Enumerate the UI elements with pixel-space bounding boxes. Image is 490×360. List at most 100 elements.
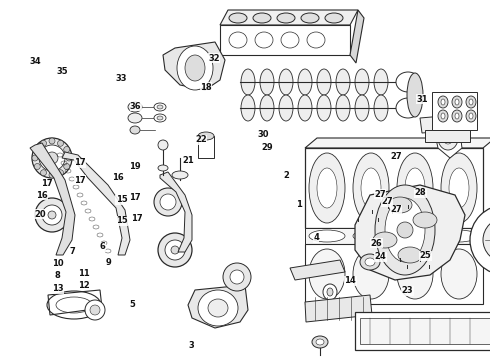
- Ellipse shape: [470, 205, 490, 275]
- Ellipse shape: [154, 103, 166, 111]
- Ellipse shape: [90, 305, 100, 315]
- Ellipse shape: [229, 32, 247, 48]
- Ellipse shape: [309, 249, 345, 299]
- Bar: [305, 244, 483, 304]
- Text: 11: 11: [78, 269, 90, 278]
- Ellipse shape: [397, 153, 433, 223]
- Ellipse shape: [396, 72, 420, 92]
- Text: 27: 27: [390, 205, 402, 214]
- Bar: [355, 312, 490, 350]
- Ellipse shape: [34, 147, 40, 153]
- Text: 31: 31: [416, 95, 428, 104]
- Text: 22: 22: [195, 135, 207, 144]
- Polygon shape: [420, 115, 458, 133]
- Ellipse shape: [66, 155, 72, 161]
- Ellipse shape: [64, 163, 70, 170]
- Ellipse shape: [41, 170, 47, 176]
- Text: 16: 16: [112, 173, 123, 182]
- Bar: [360, 318, 490, 344]
- Ellipse shape: [35, 198, 69, 232]
- Ellipse shape: [32, 138, 72, 178]
- Ellipse shape: [336, 69, 350, 95]
- Ellipse shape: [398, 247, 422, 263]
- Ellipse shape: [241, 95, 255, 121]
- Ellipse shape: [405, 168, 425, 208]
- Text: 27: 27: [381, 197, 393, 206]
- Text: 36: 36: [130, 102, 142, 111]
- Text: 26: 26: [370, 239, 382, 248]
- Text: 19: 19: [129, 162, 141, 171]
- Text: 24: 24: [374, 252, 386, 261]
- Ellipse shape: [39, 145, 65, 171]
- Ellipse shape: [466, 110, 476, 122]
- Ellipse shape: [32, 155, 38, 161]
- Polygon shape: [355, 185, 465, 280]
- Text: 17: 17: [41, 179, 52, 188]
- Ellipse shape: [317, 69, 331, 95]
- Polygon shape: [220, 25, 350, 55]
- Ellipse shape: [158, 165, 168, 171]
- Ellipse shape: [336, 95, 350, 121]
- Ellipse shape: [260, 95, 274, 121]
- Ellipse shape: [301, 13, 319, 23]
- Ellipse shape: [441, 113, 445, 119]
- Ellipse shape: [325, 13, 343, 23]
- Ellipse shape: [396, 98, 420, 118]
- Ellipse shape: [327, 288, 333, 296]
- Ellipse shape: [279, 69, 293, 95]
- Ellipse shape: [223, 263, 251, 291]
- Text: 1: 1: [296, 200, 302, 209]
- Ellipse shape: [361, 168, 381, 208]
- Ellipse shape: [441, 99, 445, 105]
- Bar: [198, 136, 214, 158]
- Ellipse shape: [165, 240, 185, 260]
- Ellipse shape: [441, 230, 477, 242]
- Text: 15: 15: [116, 216, 127, 225]
- Text: 2: 2: [284, 171, 290, 180]
- Ellipse shape: [64, 147, 70, 153]
- Ellipse shape: [253, 13, 271, 23]
- Ellipse shape: [353, 249, 389, 299]
- Text: 12: 12: [78, 281, 90, 290]
- Ellipse shape: [452, 96, 462, 108]
- Ellipse shape: [49, 172, 55, 178]
- Polygon shape: [220, 10, 358, 25]
- Ellipse shape: [298, 69, 312, 95]
- Ellipse shape: [483, 218, 490, 262]
- Text: 13: 13: [52, 284, 64, 293]
- Text: 34: 34: [29, 58, 41, 67]
- Polygon shape: [30, 143, 75, 255]
- Ellipse shape: [85, 300, 105, 320]
- Ellipse shape: [441, 153, 477, 223]
- Ellipse shape: [298, 95, 312, 121]
- Text: 7: 7: [70, 248, 75, 256]
- Ellipse shape: [158, 233, 192, 267]
- Text: 27: 27: [374, 190, 386, 199]
- Ellipse shape: [360, 254, 380, 270]
- Ellipse shape: [375, 185, 435, 275]
- Ellipse shape: [255, 32, 273, 48]
- Ellipse shape: [438, 110, 448, 122]
- Ellipse shape: [397, 249, 433, 299]
- Ellipse shape: [374, 69, 388, 95]
- Text: 3: 3: [188, 341, 194, 350]
- Ellipse shape: [177, 46, 213, 90]
- Ellipse shape: [154, 188, 182, 216]
- Ellipse shape: [466, 96, 476, 108]
- Ellipse shape: [309, 153, 345, 223]
- Ellipse shape: [438, 96, 448, 108]
- Text: 35: 35: [57, 67, 69, 76]
- Text: 29: 29: [261, 143, 273, 152]
- Text: 15: 15: [116, 195, 127, 204]
- Text: 6: 6: [100, 242, 106, 251]
- Polygon shape: [163, 42, 225, 90]
- Ellipse shape: [277, 13, 295, 23]
- Ellipse shape: [279, 95, 293, 121]
- Ellipse shape: [413, 212, 437, 228]
- Text: 14: 14: [344, 276, 356, 285]
- Ellipse shape: [34, 163, 40, 170]
- Ellipse shape: [455, 113, 459, 119]
- Ellipse shape: [452, 110, 462, 122]
- Ellipse shape: [157, 105, 163, 109]
- Polygon shape: [350, 10, 364, 63]
